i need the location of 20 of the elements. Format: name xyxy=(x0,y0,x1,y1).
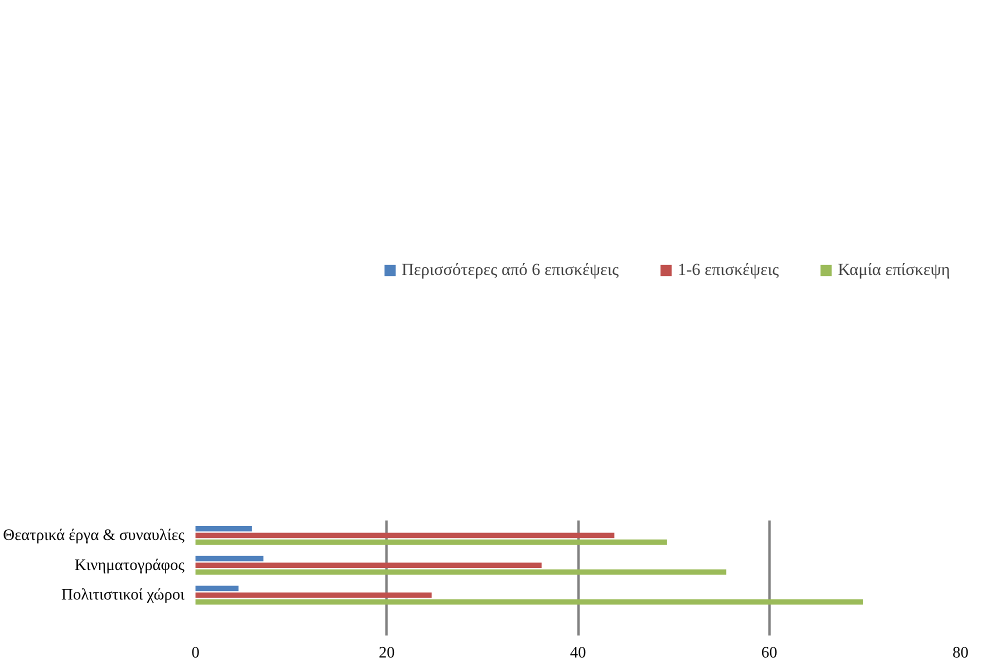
x-tick-label: 40 xyxy=(570,644,586,662)
bar xyxy=(196,532,614,538)
bar xyxy=(196,556,264,562)
bar xyxy=(196,592,432,598)
x-tick-label: 0 xyxy=(192,644,200,662)
bar xyxy=(196,539,667,545)
legend-label: Περισσότερες από 6 επισκέψεις xyxy=(402,260,619,280)
y-tick-label: Θεατρικά έργα & συναυλίες xyxy=(3,526,186,544)
legend-label: 1-6 επισκέψεις xyxy=(678,260,779,280)
bar xyxy=(196,526,252,532)
bar xyxy=(196,569,726,575)
bar xyxy=(196,599,863,605)
x-tick-label: 80 xyxy=(952,644,968,662)
bar xyxy=(196,562,542,568)
legend-label: Καμία επίσκεψη xyxy=(838,260,950,280)
bar xyxy=(196,586,239,592)
y-tick-label: Κινηματογράφος xyxy=(74,556,186,574)
x-tick-label: 60 xyxy=(761,644,778,662)
x-tick-label: 20 xyxy=(378,644,395,662)
y-tick-label: Πολιτιστικοί χώροι xyxy=(61,586,186,604)
